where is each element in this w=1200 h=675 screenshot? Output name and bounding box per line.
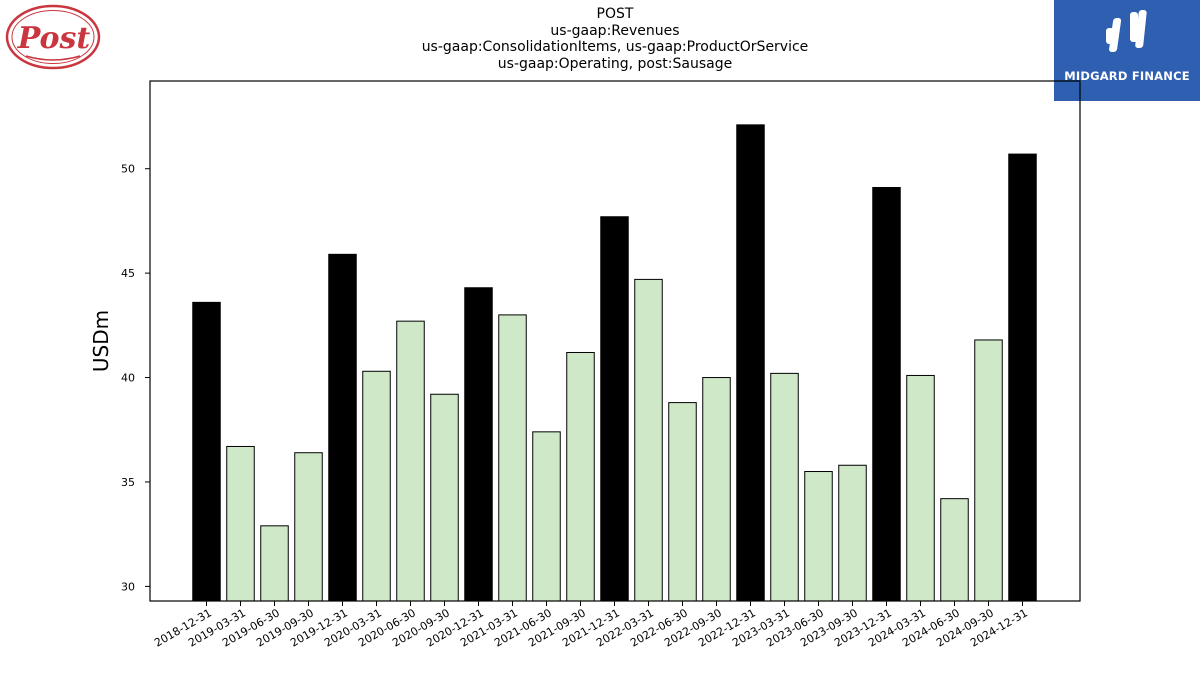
title-line-4: us-gaap:Operating, post:Sausage: [497, 55, 733, 72]
y-tick-label: 35: [121, 476, 135, 489]
chart-title: POST us-gaap:Revenues us-gaap:Consolidat…: [150, 6, 1080, 72]
midgard-logo-text: MIDGARD FINANCE: [1064, 69, 1190, 83]
title-line-2: us-gaap:Revenues: [550, 22, 680, 39]
bar-2021-06-30: [532, 431, 561, 602]
bar-2020-12-31: [464, 287, 493, 602]
bar-2021-09-30: [566, 351, 595, 602]
bar-2022-09-30: [702, 377, 731, 602]
midgard-finance-logo: MIDGARD FINANCE: [1054, 0, 1200, 101]
bar-2020-03-31: [362, 370, 391, 602]
y-tick-label: 30: [121, 580, 135, 593]
bar-2024-09-30: [974, 339, 1003, 602]
bar-2018-12-31: [192, 301, 221, 602]
bar-2023-03-31: [770, 372, 799, 602]
title-line-3: us-gaap:ConsolidationItems, us-gaap:Prod…: [421, 39, 809, 55]
bar-2020-06-30: [396, 320, 425, 602]
bar-2024-06-30: [940, 498, 969, 602]
post-logo-text: Post: [17, 21, 91, 56]
x-axis-ticks: 2018-12-312019-03-312019-06-302019-09-30…: [152, 601, 1030, 650]
title-line-1: POST: [596, 6, 634, 22]
y-axis-label: USDm: [89, 310, 113, 372]
y-axis-ticks: 30 35 40 45 50: [121, 163, 150, 593]
bar-2021-03-31: [498, 314, 527, 602]
y-tick-label: 45: [121, 267, 135, 280]
bar-2020-09-30: [430, 393, 459, 602]
bar-2023-06-30: [804, 471, 833, 602]
bar-2022-12-31: [736, 124, 765, 602]
bar-2022-03-31: [634, 278, 663, 602]
bar-2021-12-31: [600, 216, 629, 602]
midgard-logo-mark: [1106, 10, 1147, 52]
bar-2019-06-30: [260, 525, 289, 602]
bar-2023-09-30: [838, 464, 867, 602]
bar-2023-12-31: [872, 187, 901, 602]
y-tick-label: 50: [121, 163, 135, 176]
bar-2019-12-31: [328, 253, 357, 602]
bars-group: [192, 124, 1037, 602]
bar-2019-03-31: [226, 445, 255, 602]
bar-2019-09-30: [294, 452, 323, 602]
y-tick-label: 40: [121, 372, 135, 385]
bar-2024-12-31: [1008, 153, 1037, 602]
bar-2022-06-30: [668, 402, 697, 602]
bar-2024-03-31: [906, 374, 935, 602]
post-logo-graphic: Post: [5, 4, 101, 70]
plot-frame: [149, 80, 1081, 602]
post-logo: Post: [4, 4, 104, 72]
